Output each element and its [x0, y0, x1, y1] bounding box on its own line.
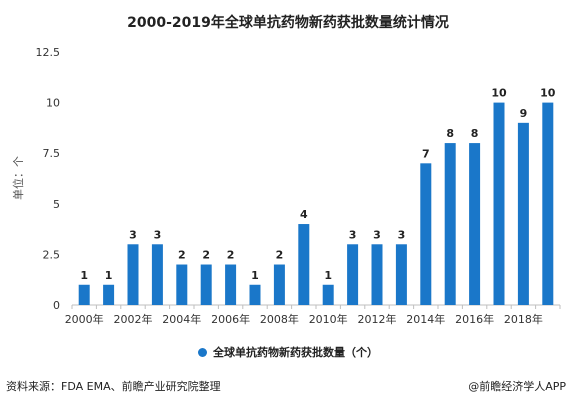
data-label: 8 [446, 127, 454, 140]
bar [420, 163, 432, 305]
y-tick-label: 0 [53, 299, 60, 312]
bar [322, 284, 334, 305]
data-label: 8 [471, 127, 479, 140]
data-label: 4 [300, 208, 308, 221]
x-tick-label: 2016年 [455, 312, 494, 326]
y-tick-label: 2.5 [43, 248, 61, 261]
data-label: 1 [251, 269, 259, 282]
data-label: 2 [178, 249, 186, 262]
x-tick-label: 2008年 [260, 312, 299, 326]
legend-swatch [198, 348, 207, 357]
bar [103, 284, 115, 305]
x-tick-label: 2014年 [406, 312, 445, 326]
bar [493, 102, 505, 305]
data-label: 3 [154, 228, 162, 241]
x-tick-label: 2002年 [114, 312, 153, 326]
bar [444, 143, 456, 305]
bar [200, 264, 212, 305]
x-tick-label: 2004年 [162, 312, 201, 326]
data-label: 1 [324, 269, 332, 282]
x-tick-label: 2018年 [504, 312, 543, 326]
bar [298, 224, 310, 305]
bar [225, 264, 237, 305]
bar [273, 264, 285, 305]
data-label: 3 [373, 228, 381, 241]
bar [127, 244, 139, 305]
data-label: 10 [540, 87, 556, 100]
y-axis-label: 单位：个 [11, 156, 25, 200]
y-tick-label: 12.5 [36, 46, 61, 59]
y-tick-label: 10 [46, 97, 60, 110]
bar [78, 284, 90, 305]
x-tick-label: 2010年 [309, 312, 348, 326]
x-tick-label: 2012年 [358, 312, 397, 326]
data-label: 2 [202, 249, 210, 262]
brand-credit: @前瞻经济学人APP [468, 380, 566, 393]
data-label: 2 [276, 249, 284, 262]
footer: 资料来源：FDA EMA、前瞻产业研究院整理 @前瞻经济学人APP [0, 374, 576, 396]
data-label: 10 [491, 87, 507, 100]
bar [371, 244, 383, 305]
data-label: 1 [80, 269, 88, 282]
bar [395, 244, 407, 305]
data-label: 9 [520, 107, 528, 120]
y-tick-label: 7.5 [43, 147, 61, 160]
bar [517, 122, 529, 305]
bar [347, 244, 359, 305]
legend[interactable]: 全球单抗药物新药获批数量（个） [0, 344, 576, 360]
y-tick-label: 5 [53, 198, 60, 211]
data-label: 3 [129, 228, 137, 241]
chart-title: 2000-2019年全球单抗药物新药获批数量统计情况 [127, 15, 449, 31]
x-tick-label: 2006年 [211, 312, 250, 326]
bar [151, 244, 163, 305]
data-label: 3 [398, 228, 406, 241]
data-label: 7 [422, 147, 430, 160]
data-label: 3 [349, 228, 357, 241]
bar-chart: 单位：个 0 2.5 5 7.5 10 12.5 1 2000年 1 3 2002年 3 2 2004年 2 2… [11, 46, 561, 326]
legend-label: 全球单抗药物新药获批数量（个） [213, 346, 378, 359]
source-note: 资料来源：FDA EMA、前瞻产业研究院整理 [6, 380, 221, 393]
data-label: 2 [227, 249, 235, 262]
bar [249, 284, 261, 305]
bar [469, 143, 481, 305]
data-label: 1 [105, 269, 113, 282]
bar [542, 102, 554, 305]
bar [176, 264, 188, 305]
x-tick-label: 2000年 [65, 312, 104, 326]
